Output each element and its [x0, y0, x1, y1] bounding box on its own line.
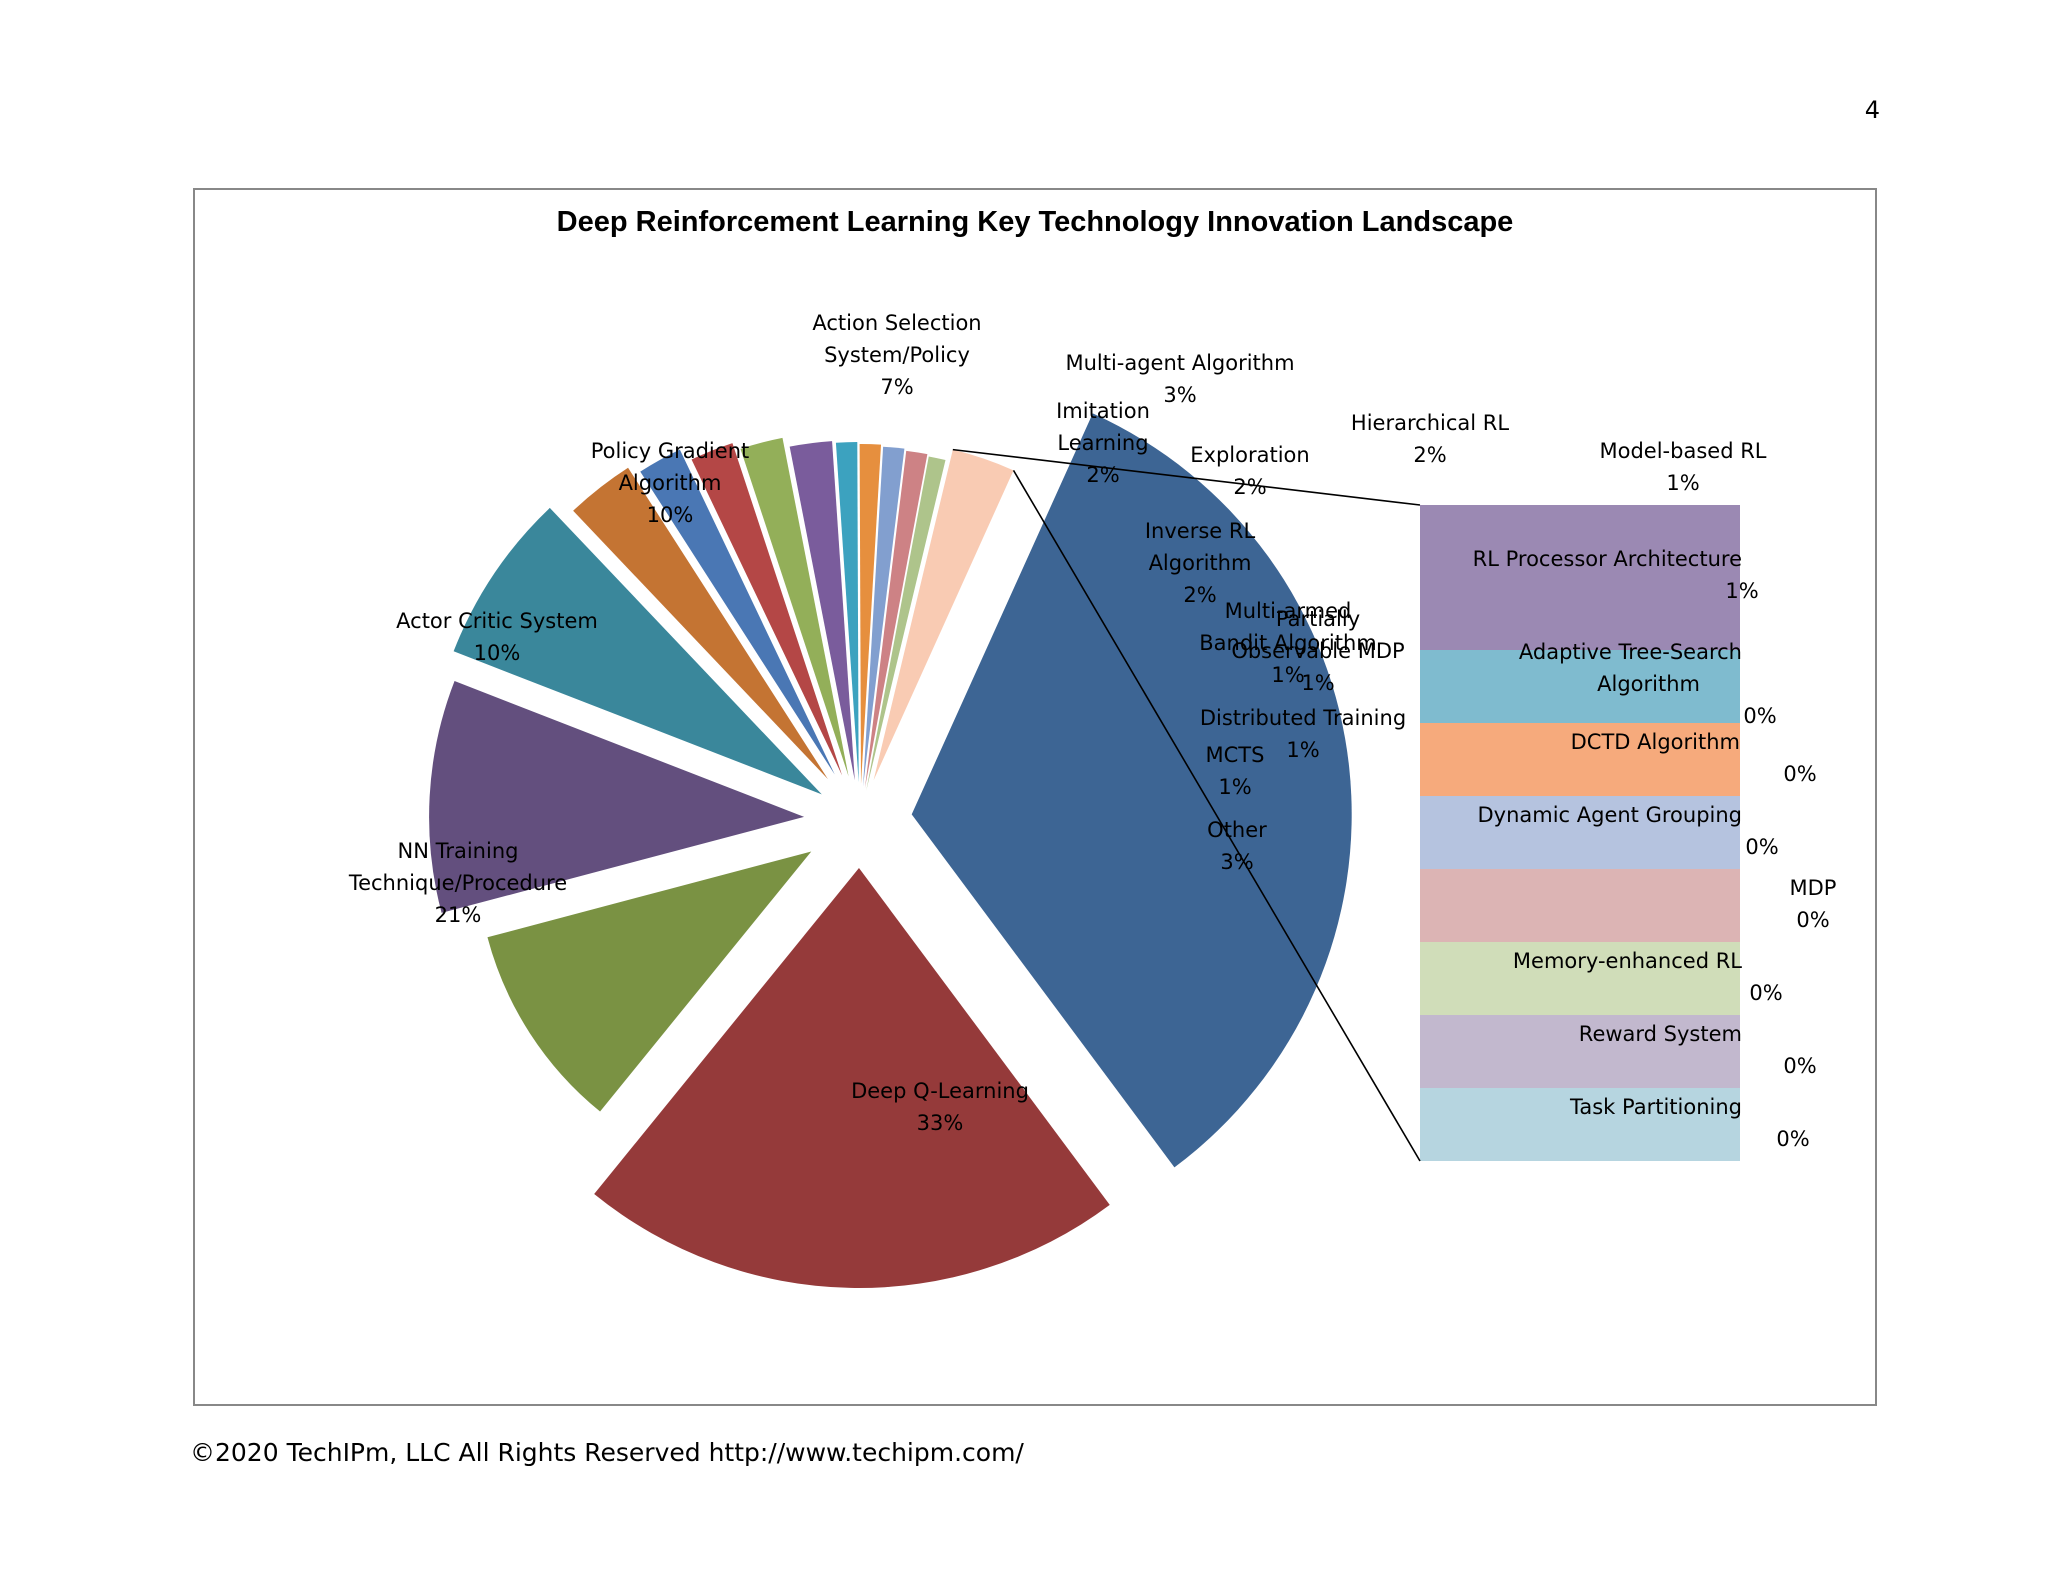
slice-label-nn-training-technique-procedure: NN Training Technique/Procedure 21% — [348, 839, 567, 927]
connector-line-bottom — [1012, 469, 1421, 1162]
page-number: 4 — [1864, 96, 1880, 124]
slice-label-multi-agent-algorithm: Multi-agent Algorithm 3% — [1065, 351, 1294, 407]
svg-text:Adaptive Tree-Search: Adaptive Tree-Search — [1519, 640, 1742, 664]
slice-label-hierarchical-rl: Hierarchical RL 2% — [1351, 411, 1509, 467]
slice-label-multi-armed-bandit-algorithm: Multi-armed Bandit Algorithm 1% — [1199, 599, 1377, 687]
svg-text:Task Partitioning: Task Partitioning — [1569, 1095, 1742, 1119]
breakdown-segment-task-partitioning — [1420, 1088, 1740, 1161]
pie-slice-other — [873, 449, 1014, 781]
slice-label-other: Other 3% — [1207, 818, 1267, 874]
slice-label-deep-q-learning: Deep Q-Learning 33% — [851, 1079, 1029, 1135]
svg-text:MDP: MDP — [1790, 876, 1837, 900]
pie-slice-deep-q-learning — [911, 413, 1352, 1168]
pie-slice-exploration — [691, 443, 843, 776]
pie-slice-action-selection-system-policy — [453, 507, 822, 795]
pie-slice-multi-armed-bandit-algorithm — [835, 442, 859, 783]
breakdown-label-model-based-rl: Model-based RL 1% — [1600, 439, 1767, 495]
pie-slice-nn-training-technique-procedure — [594, 867, 1110, 1288]
slice-label-action-selection-system-policy: Action Selection System/Policy 7% — [812, 311, 981, 399]
svg-text:Algorithm: Algorithm — [1597, 672, 1700, 696]
svg-text:Reward System: Reward System — [1579, 1022, 1742, 1046]
pie-slice-mcts — [864, 450, 928, 789]
slice-label-imitation-learning: Imitation Learning 2% — [1056, 399, 1150, 487]
slice-label-policy-gradient-algorithm: Policy Gradient Algorithm 10% — [591, 439, 749, 527]
pie-slice-partially-observable-mdp — [859, 444, 882, 785]
breakdown-segment-rl-processor-architecture — [1420, 577, 1740, 650]
breakdown-segment-model-based-rl — [1420, 505, 1740, 577]
svg-text:1%: 1% — [1725, 579, 1758, 603]
svg-text:0%: 0% — [1749, 981, 1782, 1005]
pie-slice-inverse-rl-algorithm — [789, 441, 855, 781]
slice-label-exploration: Exploration 2% — [1190, 443, 1309, 499]
breakdown-label-dctd-algorithm: DCTD Algorithm 0% — [1571, 730, 1817, 786]
pie-slice-distributed-training — [863, 446, 905, 787]
breakdown-segment-dynamic-agent-grouping — [1420, 796, 1740, 869]
pie-slice-unlabeled — [866, 456, 946, 791]
breakdown-segment-mdp — [1420, 869, 1740, 942]
chart-title: Deep Reinforcement Learning Key Technolo… — [556, 206, 1514, 238]
breakdown-segment-dctd-algorithm — [1420, 723, 1740, 796]
slice-label-actor-critic-system: Actor Critic System 10% — [396, 609, 598, 665]
svg-text:RL Processor Architecture: RL Processor Architecture — [1473, 547, 1742, 571]
slice-label-mcts: MCTS 1% — [1206, 743, 1265, 799]
breakdown-segment-reward-system — [1420, 1015, 1740, 1088]
svg-text:Memory-enhanced RL: Memory-enhanced RL — [1513, 949, 1742, 973]
slice-label-distributed-training: Distributed Training 1% — [1200, 706, 1406, 762]
breakdown-segment-memory-enhanced-rl — [1420, 942, 1740, 1015]
svg-text:0%: 0% — [1796, 908, 1829, 932]
breakdown-label-task-partitioning: Task Partitioning 0% — [1569, 1095, 1810, 1151]
connector-line-top — [952, 448, 1421, 506]
breakdown-label-rl-processor-architecture: RL Processor Architecture 1% — [1473, 547, 1759, 603]
svg-text:0%: 0% — [1776, 1127, 1809, 1151]
breakdown-label-mdp: MDP 0% — [1790, 876, 1837, 932]
slice-label-partially-observable-mdp: Partially Observable MDP 1% — [1231, 607, 1404, 695]
pie-slice-actor-critic-system — [487, 851, 812, 1112]
svg-text:DCTD Algorithm: DCTD Algorithm — [1571, 730, 1740, 754]
pie-slice-policy-gradient-algorithm — [429, 681, 805, 913]
svg-text:0%: 0% — [1745, 835, 1778, 859]
pie-slice-hierarchical-rl — [740, 437, 849, 777]
breakdown-label-reward-system: Reward System 0% — [1579, 1022, 1817, 1078]
copyright-footer: ©2020 TechIPm, LLC All Rights Reserved h… — [190, 1438, 1024, 1467]
svg-text:0%: 0% — [1783, 1054, 1816, 1078]
breakdown-label-adaptive-tree-search-algorithm: Adaptive Tree-Search Algorithm 0% — [1519, 640, 1777, 728]
svg-text:0%: 0% — [1743, 704, 1776, 728]
breakdown-label-memory-enhanced-rl: Memory-enhanced RL 0% — [1513, 949, 1783, 1005]
slice-label-inverse-rl-algorithm: Inverse RL Algorithm 2% — [1145, 519, 1256, 607]
svg-text:1%: 1% — [1666, 471, 1699, 495]
svg-text:Model-based RL: Model-based RL — [1600, 439, 1767, 463]
pie-slice-multi-agent-algorithm — [573, 467, 828, 780]
breakdown-segment-adaptive-tree-search-algorithm — [1420, 650, 1740, 723]
svg-text:0%: 0% — [1783, 762, 1816, 786]
svg-text:Dynamic Agent Grouping: Dynamic Agent Grouping — [1477, 803, 1742, 827]
pie-slice-imitation-learning — [640, 449, 835, 775]
